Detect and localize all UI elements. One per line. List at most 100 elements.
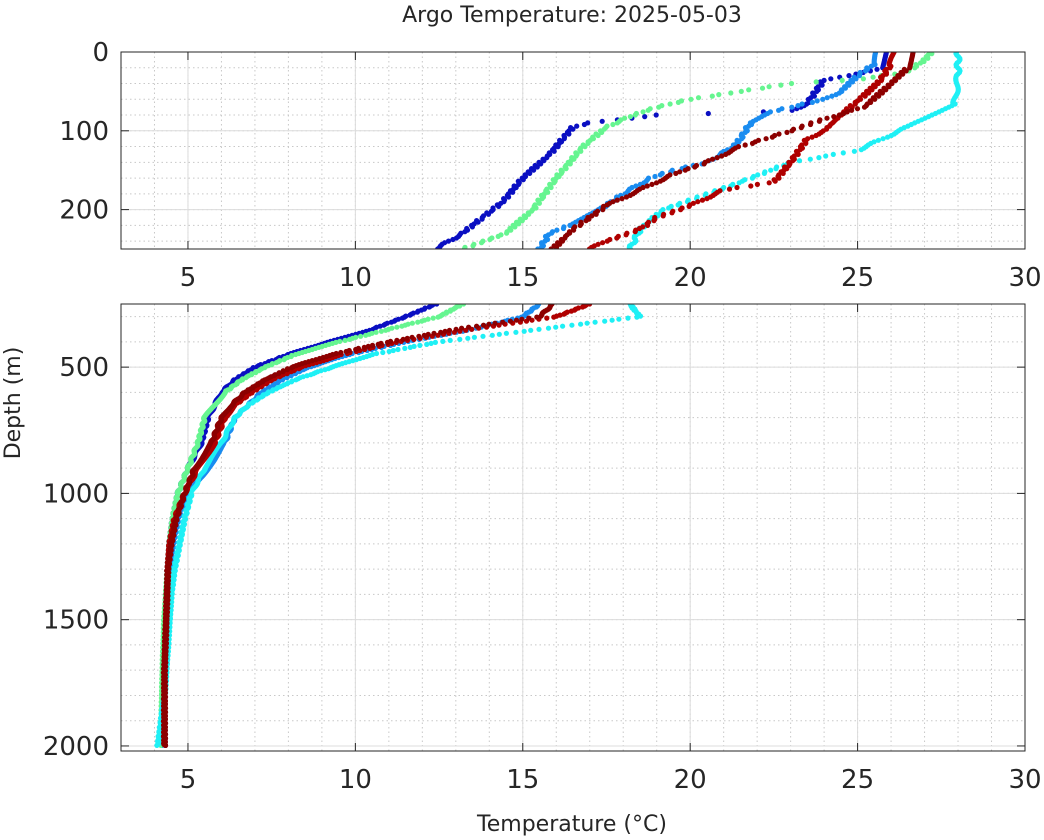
profile-5-point bbox=[645, 222, 651, 228]
profile-6-point bbox=[886, 84, 892, 90]
profile-6-point bbox=[353, 346, 359, 353]
profile-3-point bbox=[567, 161, 573, 167]
profile-4-point bbox=[885, 134, 891, 140]
profile-4-point bbox=[480, 333, 486, 339]
profile-3-point bbox=[582, 144, 588, 150]
profile-2-point bbox=[567, 222, 573, 228]
profile-5-point bbox=[660, 213, 666, 219]
profile-6-point bbox=[289, 365, 295, 371]
profile-6-point bbox=[438, 329, 444, 335]
profile-2-point bbox=[842, 85, 849, 91]
profile-5-point bbox=[878, 77, 885, 83]
profile-5-point bbox=[866, 90, 872, 96]
profile-5-point bbox=[780, 170, 786, 176]
profile-6-point bbox=[883, 87, 889, 93]
y-tick-label: 200 bbox=[59, 196, 109, 226]
profile-2-series bbox=[535, 52, 879, 249]
profile-3-point bbox=[766, 84, 772, 90]
profile-6-point bbox=[644, 183, 650, 189]
profile-3-point bbox=[656, 104, 662, 110]
profile-4-point bbox=[755, 172, 761, 178]
profile-3-point bbox=[253, 370, 259, 376]
profile-1-point bbox=[819, 82, 825, 88]
profile-6-point bbox=[365, 343, 371, 349]
x-tick-label: 5 bbox=[180, 765, 197, 795]
profile-2-point bbox=[799, 101, 805, 107]
profile-6-point bbox=[600, 207, 606, 213]
profile-4-point bbox=[380, 349, 386, 356]
profile-6-point bbox=[619, 196, 625, 202]
x-axis-label: Temperature (°C) bbox=[476, 812, 667, 837]
profile-4-point bbox=[465, 335, 471, 341]
profile-3-point bbox=[512, 224, 518, 230]
profile-3-point bbox=[585, 140, 591, 146]
profile-1-point bbox=[653, 112, 659, 118]
profile-4-point bbox=[851, 148, 858, 154]
profile-3-point bbox=[813, 79, 819, 85]
profile-6-point bbox=[789, 128, 795, 134]
profile-4-point bbox=[503, 330, 509, 336]
profile-5-point bbox=[568, 308, 575, 314]
profile-1-point bbox=[434, 304, 440, 307]
profile-6-point bbox=[284, 367, 290, 373]
profile-4-point bbox=[830, 151, 836, 157]
profile-1-point bbox=[814, 88, 820, 94]
profile-5-point bbox=[748, 183, 754, 189]
profile-5-point bbox=[686, 203, 692, 209]
profile-6-point bbox=[492, 320, 498, 326]
profile-4-point bbox=[402, 345, 408, 351]
x-tick-label: 15 bbox=[506, 263, 539, 293]
profile-6-point bbox=[384, 339, 391, 345]
profile-4-point bbox=[768, 167, 774, 173]
profile-3-point bbox=[788, 80, 795, 87]
profile-6-point bbox=[653, 180, 660, 186]
profile-3-point bbox=[495, 233, 501, 239]
profile-6-point bbox=[394, 337, 400, 343]
profile-6-point bbox=[709, 156, 716, 162]
profile-1-point bbox=[445, 238, 452, 244]
profile-6-point bbox=[824, 115, 830, 121]
profile-6-point bbox=[375, 341, 381, 347]
profile-4-point bbox=[675, 202, 681, 208]
profile-1-point bbox=[541, 158, 547, 164]
profile-6-point bbox=[507, 318, 513, 324]
y-tick-label: 500 bbox=[59, 353, 109, 383]
profile-5-point bbox=[734, 184, 740, 191]
y-tick-label: 1500 bbox=[43, 606, 109, 636]
profile-3-point bbox=[347, 336, 353, 342]
profile-6-point bbox=[623, 194, 630, 200]
profile-1-point bbox=[462, 229, 468, 235]
profile-4-point bbox=[584, 320, 590, 326]
chart-title: Argo Temperature: 2025-05-03 bbox=[402, 3, 742, 28]
profile-6-point bbox=[416, 333, 422, 339]
profile-6-point bbox=[682, 167, 688, 173]
profile-4-point bbox=[553, 324, 559, 330]
y-tick-label: 2000 bbox=[43, 732, 109, 762]
profile-3-point bbox=[627, 114, 634, 120]
profile-6-point bbox=[816, 118, 823, 124]
profile-3-point bbox=[688, 96, 694, 102]
profile-4-point bbox=[823, 153, 829, 159]
profile-6-point bbox=[557, 241, 563, 247]
profile-6-point bbox=[474, 323, 480, 329]
profile-5-point bbox=[561, 311, 567, 317]
profile-2-point bbox=[846, 82, 852, 88]
profile-2-point bbox=[829, 93, 835, 99]
profile-3-point bbox=[342, 337, 348, 343]
profile-6-point bbox=[338, 349, 344, 356]
profile-4-point bbox=[521, 328, 527, 334]
profile-1-point bbox=[399, 315, 406, 321]
profile-6-point bbox=[841, 110, 847, 117]
profile-1-point bbox=[426, 304, 432, 310]
profile-4-point bbox=[625, 315, 631, 321]
profile-4-point bbox=[489, 332, 495, 338]
profile-3-point bbox=[373, 329, 379, 335]
profile-6-point bbox=[425, 331, 431, 337]
profile-6-point bbox=[861, 104, 868, 110]
profile-6-point bbox=[553, 244, 560, 249]
profile-6-point bbox=[807, 121, 814, 128]
profile-1-point bbox=[388, 319, 394, 325]
profile-5-point bbox=[704, 196, 710, 202]
profile-5-point bbox=[551, 314, 557, 320]
